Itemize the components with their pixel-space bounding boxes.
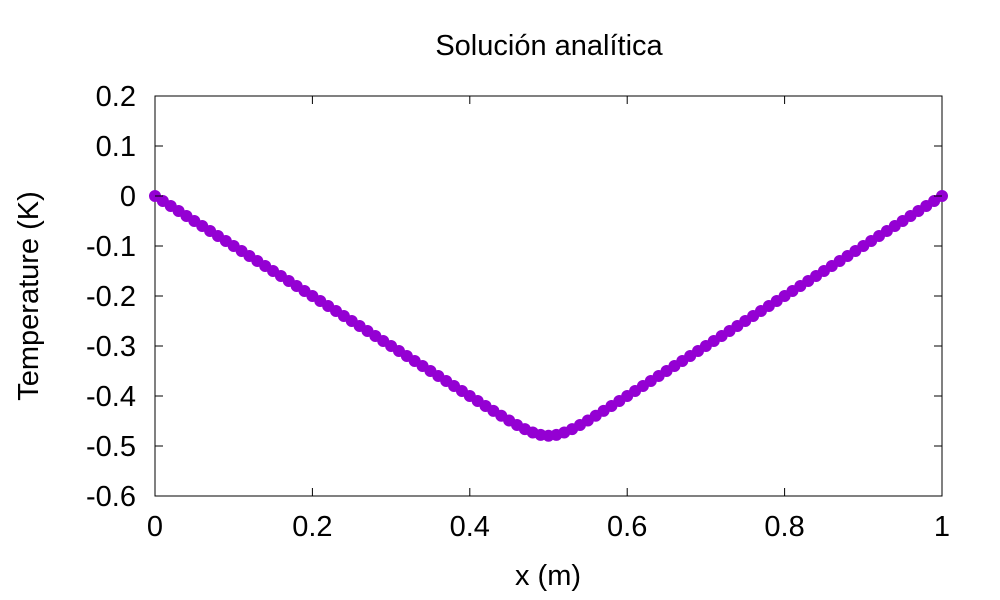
x-axis-label: x (m)	[515, 560, 581, 592]
ticks-layer: 0 0.2 0.4 0.6 0.8 1 0.2 0.1 0 -0.1 -0.2 -0.3 -0.4 -0.…	[86, 81, 950, 543]
y-tick-label: -0.6	[86, 481, 136, 513]
y-tick-label: -0.4	[86, 381, 136, 413]
y-tick-label: 0.1	[96, 131, 136, 163]
x-tick-label: 0	[147, 511, 163, 543]
chart-title: Solución analítica	[435, 30, 663, 62]
x-tick-label: 1	[934, 511, 950, 543]
x-tick-label: 0.8	[764, 511, 804, 543]
y-tick-label: -0.3	[86, 331, 136, 363]
y-tick-label: 0	[120, 181, 136, 213]
y-tick-label: -0.2	[86, 281, 136, 313]
y-tick-label: -0.1	[86, 231, 136, 263]
series-layer	[149, 190, 948, 442]
y-tick-label: -0.5	[86, 431, 136, 463]
x-tick-label: 0.4	[450, 511, 490, 543]
y-axis-label: Temperature (K)	[13, 191, 45, 401]
x-tick-label: 0.6	[607, 511, 647, 543]
x-tick-label: 0.2	[292, 511, 332, 543]
y-tick-label: 0.2	[96, 81, 136, 113]
